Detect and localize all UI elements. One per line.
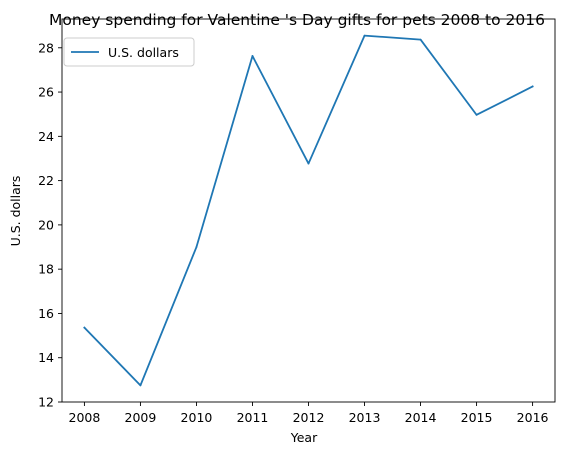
y-tick-label: 20 bbox=[38, 217, 54, 232]
y-tick-label: 18 bbox=[38, 262, 54, 277]
x-tick-label: 2008 bbox=[69, 410, 101, 425]
data-point-2012 bbox=[307, 162, 310, 165]
legend-label: U.S. dollars bbox=[108, 45, 179, 60]
x-tick-label: 2014 bbox=[405, 410, 437, 425]
data-point-2010 bbox=[195, 246, 198, 248]
y-tick-label: 16 bbox=[38, 306, 54, 321]
y-tick-label: 14 bbox=[38, 350, 54, 365]
x-tick-label: 2009 bbox=[125, 410, 157, 425]
data-point-2008 bbox=[83, 326, 86, 329]
x-tick-label: 2013 bbox=[349, 410, 381, 425]
y-tick-label: 22 bbox=[38, 173, 54, 188]
y-tick-label: 24 bbox=[38, 129, 54, 144]
data-points bbox=[83, 34, 534, 387]
x-axis-label: Year bbox=[290, 430, 318, 445]
y-tick-label: 26 bbox=[38, 85, 54, 100]
x-tick-label: 2011 bbox=[237, 410, 269, 425]
data-point-2014 bbox=[419, 38, 422, 41]
x-tick-label: 2010 bbox=[181, 410, 213, 425]
x-tick-label: 2015 bbox=[461, 410, 493, 425]
x-axis-ticks: 2008 2009 2010 2011 2012 2013 2014 2015 2016 bbox=[69, 402, 549, 425]
x-tick-label: 2016 bbox=[517, 410, 549, 425]
y-axis-label: U.S. dollars bbox=[8, 176, 23, 247]
data-point-2009 bbox=[139, 384, 142, 387]
plot-area-frame bbox=[61, 18, 556, 403]
y-tick-label: 12 bbox=[38, 395, 54, 410]
y-tick-label: 28 bbox=[38, 40, 54, 55]
chart-title: Money spending for Valentine 's Day gift… bbox=[49, 11, 545, 29]
legend: U.S. dollars bbox=[63, 37, 195, 67]
x-tick-label: 2012 bbox=[293, 410, 325, 425]
legend-box bbox=[63, 37, 195, 67]
data-point-2015 bbox=[475, 113, 478, 116]
data-point-2013 bbox=[363, 34, 366, 37]
data-point-2016 bbox=[531, 85, 534, 88]
data-point-2011 bbox=[251, 55, 254, 57]
y-axis-ticks: 12 14 16 18 20 22 24 26 28 bbox=[38, 40, 62, 410]
